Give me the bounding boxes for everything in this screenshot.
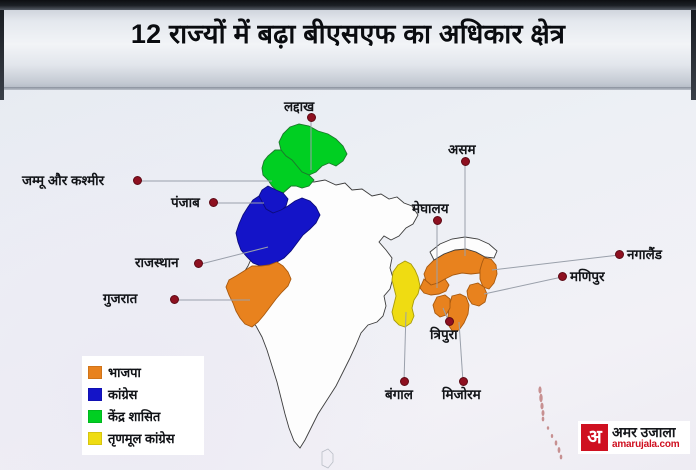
map-label-manipur: मणिपुर (570, 269, 605, 284)
marker-dot-mizoram (459, 377, 468, 386)
map-label-ladakh: लद्दाख (284, 99, 315, 114)
marker-dot-gujarat (170, 295, 179, 304)
state-jammu-kashmir (261, 149, 315, 194)
marker-dot-bengal (400, 377, 409, 386)
legend-item-congress: कांग्रेस (88, 383, 198, 405)
frame-top-edge (0, 0, 696, 10)
legend-label-union-territory: केंद्र शासित (108, 408, 161, 424)
map-label-tripura: त्रिपुरा (430, 327, 458, 342)
amarujala-url: amarujala.com (612, 438, 680, 450)
connector-manipur (483, 276, 563, 295)
sri-lanka-outline (321, 448, 334, 469)
marker-dot-jammu-kashmir (133, 176, 142, 185)
legend-label-congress: कांग्रेस (108, 386, 138, 402)
map-label-punjab: पंजाब (171, 195, 200, 210)
marker-dot-ladakh (307, 113, 316, 122)
marker-dot-manipur (558, 272, 567, 281)
legend-label-bjp: भाजपा (108, 364, 141, 380)
frame-left-edge (0, 0, 4, 100)
marker-dot-rajasthan (194, 259, 203, 268)
marker-dot-assam (461, 157, 470, 166)
map-label-meghalaya: मेघालय (412, 201, 449, 216)
state-gujarat (225, 261, 292, 328)
map-label-bengal: बंगाल (385, 387, 413, 402)
amarujala-name: अमर उजाला (612, 423, 676, 440)
state-manipur (466, 282, 488, 307)
connector-rajasthan (200, 246, 269, 265)
connector-nagaland (491, 254, 620, 271)
state-arunachal-pradesh (429, 236, 498, 261)
map-label-mizoram: मिजोरम (442, 387, 481, 402)
state-west-bengal (391, 260, 421, 328)
title-banner (0, 6, 696, 90)
map-label-assam: असम (448, 142, 476, 157)
andaman-nicobar-islands (538, 386, 563, 460)
connector-mizoram (458, 321, 464, 383)
marker-dot-meghalaya (433, 216, 442, 225)
marker-dot-punjab (209, 198, 218, 207)
map-label-nagaland: नगालैंड (627, 247, 662, 262)
frame-right-edge (691, 0, 696, 100)
legend-swatch-tmc (88, 431, 102, 445)
legend: भाजपा कांग्रेस केंद्र शासित तृणमूल कांग्… (82, 356, 204, 455)
marker-dot-tripura (445, 317, 454, 326)
legend-item-union-territory: केंद्र शासित (88, 405, 198, 427)
state-tripura (432, 294, 451, 318)
map-label-rajasthan: राजस्थान (135, 255, 179, 270)
legend-swatch-congress (88, 387, 102, 401)
legend-label-tmc: तृणमूल कांग्रेस (108, 430, 175, 446)
label-connector-lines (140, 118, 620, 383)
amarujala-watermark[interactable]: अ अमर उजाला amarujala.com (578, 421, 690, 454)
state-meghalaya (419, 278, 450, 296)
map-state-shapes (225, 123, 563, 469)
legend-item-bjp: भाजपा (88, 361, 198, 383)
legend-item-tmc: तृणमूल कांग्रेस (88, 427, 198, 449)
amarujala-wordmark: अमर उजाला amarujala.com (612, 423, 680, 450)
map-label-gujarat: गुजरात (103, 291, 138, 306)
page-title: 12 राज्यों में बढ़ा बीएसएफ का अधिकार क्ष… (130, 19, 566, 49)
amarujala-logo-mark: अ (581, 424, 608, 451)
map-label-jammu-kashmir: जम्मू और कश्मीर (22, 173, 105, 188)
marker-dot-nagaland (615, 250, 624, 259)
connector-bengal (403, 311, 407, 383)
state-rajasthan (235, 195, 321, 267)
legend-swatch-union-territory (88, 409, 102, 423)
legend-swatch-bjp (88, 365, 102, 379)
state-nagaland (479, 257, 498, 290)
